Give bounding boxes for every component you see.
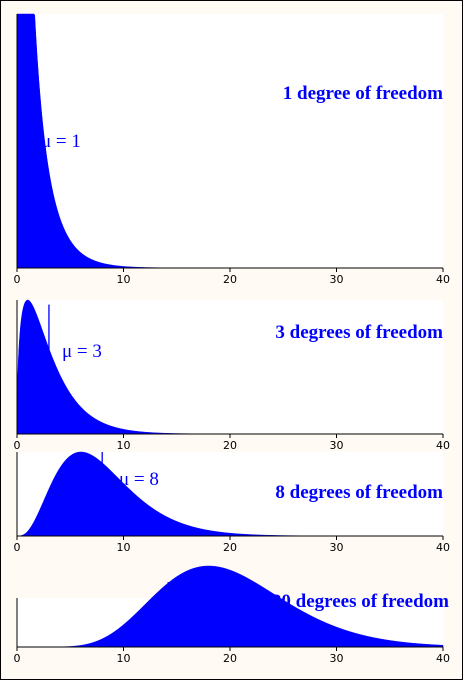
x-tick-label: 40 bbox=[436, 439, 450, 452]
x-tick-label: 20 bbox=[223, 541, 237, 554]
x-tick-label: 10 bbox=[117, 541, 131, 554]
x-tick-label: 20 bbox=[223, 273, 237, 286]
chart-panel-df-8: μ = 8 8 degrees of freedom 0 10 20 30 40 bbox=[14, 451, 450, 554]
x-tick-label: 0 bbox=[14, 439, 21, 452]
mean-label: μ = 20 bbox=[166, 575, 215, 596]
x-tick-label: 20 bbox=[223, 439, 237, 452]
x-tick-label: 40 bbox=[436, 541, 450, 554]
plot-area bbox=[17, 300, 443, 434]
mean-label: μ = 8 bbox=[119, 469, 159, 490]
x-tick-label: 30 bbox=[330, 541, 344, 554]
x-tick-label: 30 bbox=[330, 652, 344, 665]
x-tick-label: 10 bbox=[117, 273, 131, 286]
chart-panel-df-1: μ = 1 1 degree of freedom 0 10 20 30 40 bbox=[14, 13, 450, 286]
x-tick-label: 0 bbox=[14, 541, 21, 554]
x-tick-label: 10 bbox=[117, 652, 131, 665]
x-tick-label: 40 bbox=[436, 273, 450, 286]
mean-label: μ = 1 bbox=[41, 131, 81, 152]
chart-title: 8 degrees of freedom bbox=[275, 482, 443, 503]
x-tick-label: 0 bbox=[14, 273, 21, 286]
x-tick-label: 30 bbox=[330, 273, 344, 286]
x-tick-label: 20 bbox=[223, 652, 237, 665]
x-tick-label: 40 bbox=[436, 652, 450, 665]
chart-title: 3 degrees of freedom bbox=[275, 322, 443, 343]
chart-panel-df-20: μ = 20 20 degrees of freedom 0 10 20 30 40 bbox=[14, 565, 450, 665]
plot-area bbox=[17, 14, 443, 268]
chart-title: 1 degree of freedom bbox=[283, 83, 443, 104]
x-tick-label: 30 bbox=[330, 439, 344, 452]
chart-title: 20 degrees of freedom bbox=[272, 591, 449, 612]
chart-panel-df-3: μ = 3 3 degrees of freedom 0 10 20 30 40 bbox=[14, 299, 450, 452]
x-tick-label: 10 bbox=[117, 439, 131, 452]
x-tick-label: 0 bbox=[14, 652, 21, 665]
mean-label: μ = 3 bbox=[62, 341, 102, 362]
